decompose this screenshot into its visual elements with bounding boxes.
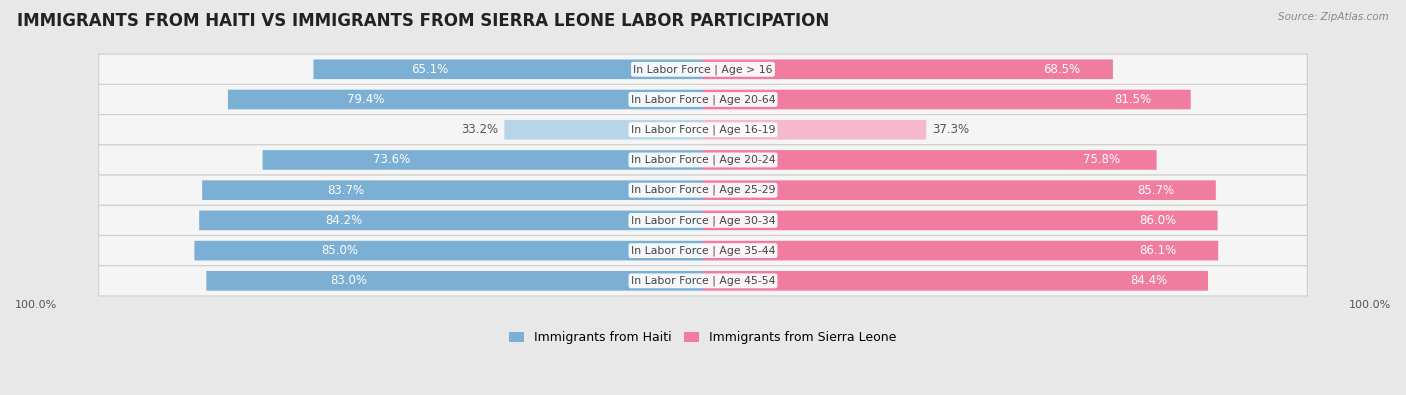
- FancyBboxPatch shape: [98, 145, 1308, 175]
- FancyBboxPatch shape: [703, 90, 1191, 109]
- FancyBboxPatch shape: [703, 181, 1216, 200]
- Text: 68.5%: 68.5%: [1043, 63, 1080, 76]
- FancyBboxPatch shape: [314, 60, 703, 79]
- FancyBboxPatch shape: [703, 120, 927, 139]
- FancyBboxPatch shape: [703, 241, 1218, 260]
- Legend: Immigrants from Haiti, Immigrants from Sierra Leone: Immigrants from Haiti, Immigrants from S…: [506, 327, 900, 348]
- FancyBboxPatch shape: [98, 235, 1308, 266]
- FancyBboxPatch shape: [98, 175, 1308, 205]
- Text: In Labor Force | Age > 16: In Labor Force | Age > 16: [633, 64, 773, 75]
- FancyBboxPatch shape: [207, 271, 703, 291]
- Text: 37.3%: 37.3%: [932, 123, 969, 136]
- FancyBboxPatch shape: [98, 115, 1308, 145]
- Text: 33.2%: 33.2%: [461, 123, 498, 136]
- Text: 79.4%: 79.4%: [347, 93, 384, 106]
- FancyBboxPatch shape: [200, 211, 703, 230]
- Text: 100.0%: 100.0%: [1348, 299, 1391, 310]
- Text: 83.7%: 83.7%: [328, 184, 364, 197]
- FancyBboxPatch shape: [263, 150, 703, 170]
- Text: 86.0%: 86.0%: [1139, 214, 1177, 227]
- FancyBboxPatch shape: [228, 90, 703, 109]
- FancyBboxPatch shape: [194, 241, 703, 260]
- FancyBboxPatch shape: [98, 266, 1308, 296]
- Text: In Labor Force | Age 20-64: In Labor Force | Age 20-64: [631, 94, 775, 105]
- Text: In Labor Force | Age 30-34: In Labor Force | Age 30-34: [631, 215, 775, 226]
- FancyBboxPatch shape: [703, 60, 1114, 79]
- Text: 83.0%: 83.0%: [330, 275, 367, 287]
- Text: 84.2%: 84.2%: [325, 214, 363, 227]
- Text: 85.0%: 85.0%: [322, 244, 359, 257]
- FancyBboxPatch shape: [98, 54, 1308, 85]
- Text: In Labor Force | Age 45-54: In Labor Force | Age 45-54: [631, 276, 775, 286]
- Text: Source: ZipAtlas.com: Source: ZipAtlas.com: [1278, 12, 1389, 22]
- Text: 75.8%: 75.8%: [1083, 153, 1121, 166]
- Text: IMMIGRANTS FROM HAITI VS IMMIGRANTS FROM SIERRA LEONE LABOR PARTICIPATION: IMMIGRANTS FROM HAITI VS IMMIGRANTS FROM…: [17, 12, 830, 30]
- Text: 100.0%: 100.0%: [15, 299, 58, 310]
- Text: In Labor Force | Age 20-24: In Labor Force | Age 20-24: [631, 155, 775, 165]
- Text: In Labor Force | Age 35-44: In Labor Force | Age 35-44: [631, 245, 775, 256]
- FancyBboxPatch shape: [98, 205, 1308, 235]
- FancyBboxPatch shape: [703, 211, 1218, 230]
- Text: 73.6%: 73.6%: [373, 153, 411, 166]
- FancyBboxPatch shape: [505, 120, 703, 139]
- FancyBboxPatch shape: [703, 271, 1208, 291]
- Text: 81.5%: 81.5%: [1115, 93, 1152, 106]
- FancyBboxPatch shape: [98, 85, 1308, 115]
- Text: 65.1%: 65.1%: [411, 63, 449, 76]
- Text: In Labor Force | Age 16-19: In Labor Force | Age 16-19: [631, 124, 775, 135]
- Text: 85.7%: 85.7%: [1137, 184, 1174, 197]
- Text: 84.4%: 84.4%: [1130, 275, 1167, 287]
- Text: 86.1%: 86.1%: [1140, 244, 1177, 257]
- Text: In Labor Force | Age 25-29: In Labor Force | Age 25-29: [631, 185, 775, 196]
- FancyBboxPatch shape: [202, 181, 703, 200]
- FancyBboxPatch shape: [703, 150, 1157, 170]
